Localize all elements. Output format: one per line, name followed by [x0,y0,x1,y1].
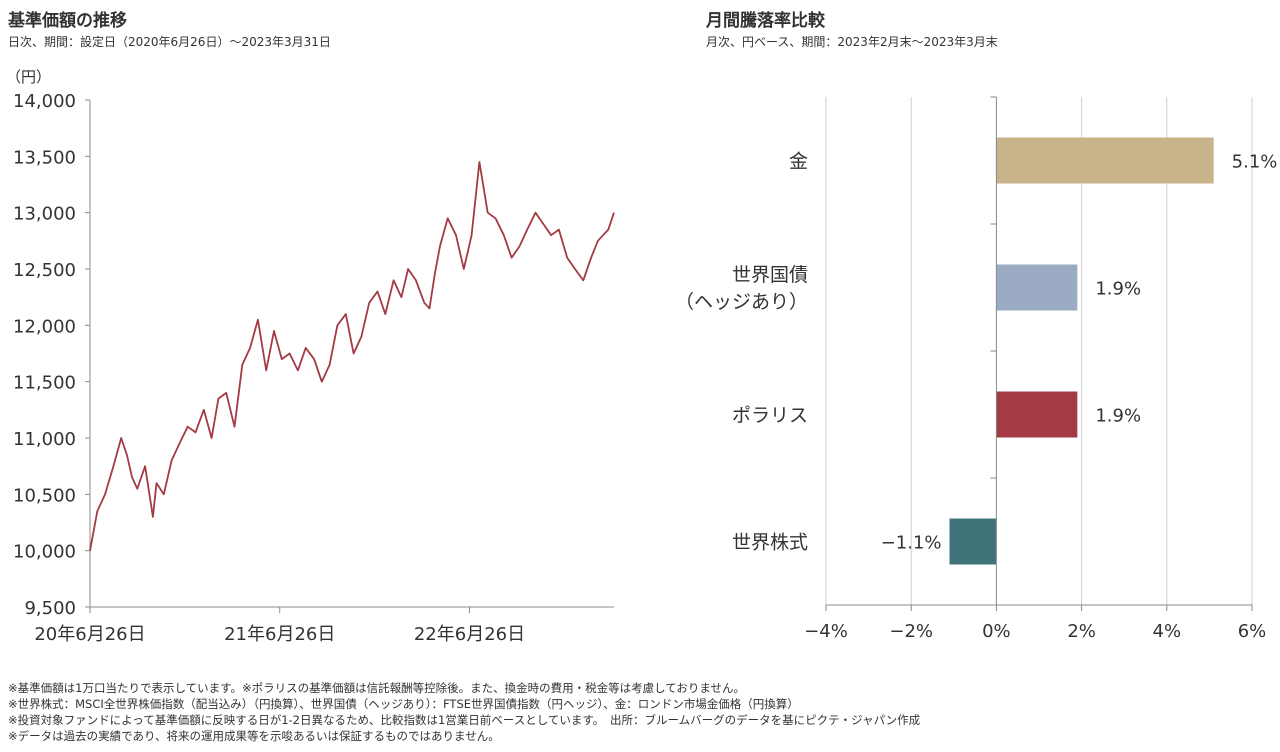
line-chart-subtitle: 日次、期間：設定日（2020年6月26日）〜2023年3月31日 [8,35,331,49]
bar-value-label: 5.1% [1232,152,1278,173]
x-tick-label: 2% [1067,621,1096,642]
bar [996,137,1214,184]
bar-chart-subtitle: 月次、円ベース、期間：2023年2月末〜2023年3月末 [706,35,998,49]
x-tick-label: −4% [804,621,848,642]
footnote: ※世界株式：MSCI全世界株価指数（配当込み）（円換算）、世界国債（ヘッジあり）… [8,697,799,711]
footnote: ※投資対象ファンドによって基準価額に反映する日が1-2日異なるため、比較指数は1… [8,713,921,727]
y-tick-label: 12,500 [13,260,76,281]
y-tick-label: 14,000 [13,91,76,112]
y-tick-label: 11,000 [13,429,76,450]
bar [996,391,1078,438]
line-chart-title: 基準価額の推移 [8,11,127,31]
y-tick-label: 11,500 [13,373,76,394]
x-tick-label: 0% [982,621,1011,642]
y-tick-label: 13,000 [13,204,76,225]
y-tick-label: 12,000 [13,316,76,337]
nav-line-chart: 9,500 10,000 10,500 11,000 11,500 12,000 12,50… [13,91,615,645]
x-tick-label: 4% [1153,621,1182,642]
x-tick-label: −2% [889,621,933,642]
bar [996,264,1078,311]
category-label: ポラリス [732,405,808,427]
x-tick-label: 21年6月26日 [224,624,335,645]
category-label: （ヘッジあり） [680,291,808,313]
monthly-return-bar-chart: −4% −2% 0% 2% 4% 6% 5.1% 金 1.9% 世界国債 （ヘッジあり） 1.9% ポラ… [680,96,1278,642]
bar [949,518,997,565]
y-tick-label: 13,500 [13,147,76,168]
bar-value-label: 1.9% [1095,279,1141,300]
category-label: 金 [789,151,808,173]
x-tick-label: 22年6月26日 [414,624,525,645]
y-tick-label: 9,500 [24,598,76,619]
bar-value-label: −1.1% [881,533,942,554]
footnote: ※基準価額は1万口当たりで表示しています。※ポラリスの基準価額は信託報酬等控除後… [8,681,746,695]
footnote: ※データは過去の実績であり、将来の運用成果等を示唆あるいは保証するものではありま… [8,729,500,743]
x-tick-label: 6% [1238,621,1267,642]
category-label: 世界国債 [732,264,808,286]
footnotes: ※基準価額は1万口当たりで表示しています。※ポラリスの基準価額は信託報酬等控除後… [8,680,920,744]
y-tick-label: 10,500 [13,485,76,506]
nav-series-line [89,161,615,551]
bar-chart-title: 月間騰落率比較 [706,11,825,31]
bar-value-label: 1.9% [1095,406,1141,427]
category-label: 世界株式 [732,532,808,554]
x-tick-label: 20年6月26日 [34,624,145,645]
y-axis-unit: （円） [6,68,52,86]
y-tick-label: 10,000 [13,542,76,563]
